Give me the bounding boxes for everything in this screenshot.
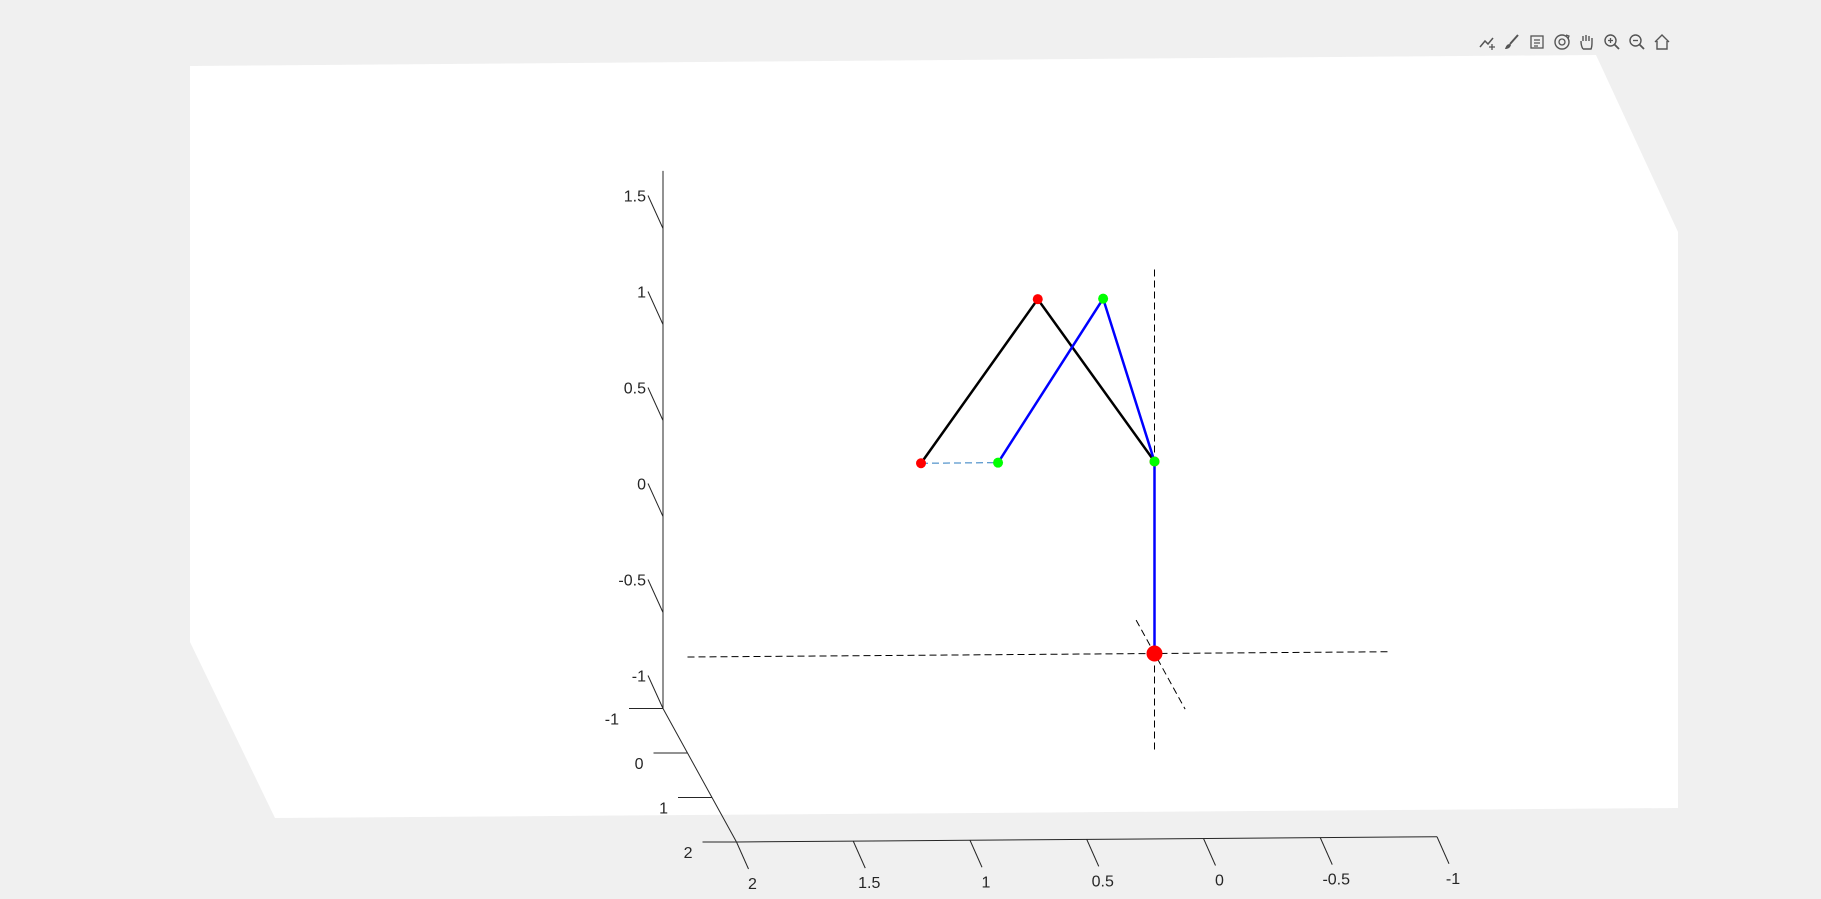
z-tick (647, 195, 664, 229)
z-tick (647, 387, 664, 421)
y-tick-label: 2 (684, 845, 693, 862)
x-tick-label: 1 (982, 874, 991, 891)
origin-marker (1146, 645, 1163, 662)
x-tick (1203, 838, 1216, 866)
x-tick (736, 841, 749, 870)
x-tick (1319, 837, 1333, 865)
pan-button[interactable] (1576, 31, 1598, 53)
series-2-marker (1149, 456, 1160, 467)
z-tick-label: 0 (637, 477, 646, 494)
x-tick-label: 0.5 (1092, 873, 1114, 890)
z-tick (647, 483, 664, 517)
zoom-out-icon (1629, 34, 1645, 50)
y-reference-line (1135, 619, 1186, 710)
series-2-marker (993, 457, 1004, 468)
z-tick-label: -0.5 (618, 573, 646, 590)
home-icon (1654, 34, 1670, 50)
y-tick-label: 1 (659, 801, 668, 818)
z-tick-label: 1.5 (624, 189, 646, 206)
series-1-marker (1032, 294, 1043, 305)
brush-button[interactable] (1501, 31, 1523, 53)
y-tick-label: -1 (605, 712, 619, 729)
x-tick (1436, 836, 1450, 864)
export-button[interactable] (1476, 31, 1498, 53)
y-axis-line (662, 708, 737, 843)
x-reference-line (687, 651, 1389, 658)
zoom-in-button[interactable] (1601, 31, 1623, 53)
series-2-line (997, 295, 1156, 654)
zoom-in-icon (1604, 34, 1620, 50)
axis-ticks (629, 195, 1450, 870)
export-icon (1479, 37, 1495, 50)
x-tick (1086, 839, 1100, 867)
tick-labels: 2 1.5 1 0.5 0 -0.5 -1 -1 0 1 2 -1 -0.5 0 0.5 1 1.5 (605, 189, 1460, 894)
axes-background (190, 55, 1678, 818)
legend-icon (1530, 35, 1544, 49)
x-tick (852, 840, 866, 869)
x-tick-label: 0 (1215, 873, 1224, 890)
series-markers (916, 293, 1163, 662)
rotate-icon (1554, 34, 1570, 50)
z-tick-label: 1 (637, 285, 646, 302)
pan-icon (1580, 35, 1593, 50)
z-tick (647, 291, 664, 325)
home-button[interactable] (1651, 31, 1673, 53)
z-tick-label: 0.5 (624, 381, 646, 398)
rotate-button[interactable] (1551, 31, 1573, 53)
x-tick-label: 2 (748, 876, 757, 893)
legend-button[interactable] (1526, 31, 1548, 53)
zoom-out-button[interactable] (1626, 31, 1648, 53)
x-tick-label: -0.5 (1322, 872, 1350, 889)
z-tick (647, 675, 664, 709)
x-tick (969, 840, 983, 868)
reference-lines (687, 269, 1389, 750)
x-tick-label: -1 (1446, 871, 1460, 888)
z-tick (647, 579, 664, 613)
series-3-line (920, 462, 999, 464)
x-tick-label: 1.5 (858, 875, 880, 892)
z-tick-label: -1 (632, 669, 646, 686)
y-tick-label: 0 (635, 756, 644, 773)
brush-icon (1505, 34, 1519, 49)
axes-toolbar (1476, 30, 1673, 54)
series-2-marker (1098, 293, 1109, 304)
series-1-marker (916, 458, 926, 469)
